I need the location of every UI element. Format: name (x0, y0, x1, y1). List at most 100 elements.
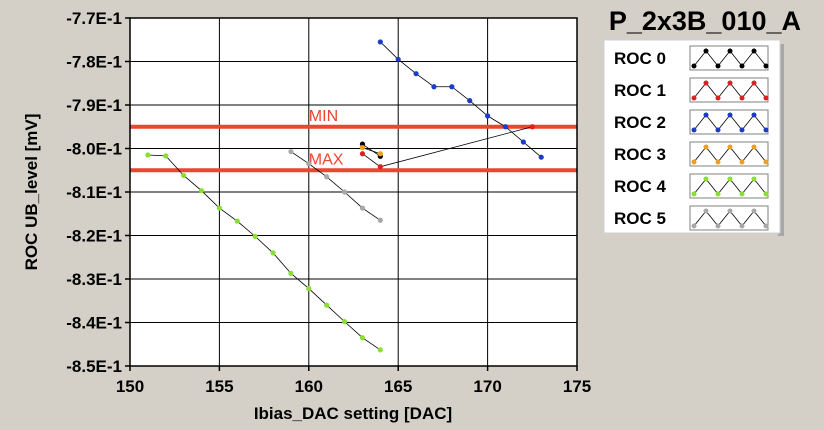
x-tick-label: 150 (116, 377, 144, 396)
x-tick-label: 170 (473, 377, 501, 396)
legend-swatch-marker (751, 144, 757, 150)
legend-swatch-marker (727, 48, 733, 54)
series-1 (359, 124, 535, 170)
legend-swatch-marker (715, 223, 721, 229)
legend-swatch-marker (763, 223, 769, 229)
legend-swatch-marker (763, 191, 769, 197)
data-point (216, 205, 222, 211)
legend-swatch-marker (751, 208, 757, 214)
data-point (145, 152, 151, 158)
legend-swatch-marker (691, 191, 697, 197)
legend: ROC 0 ROC 1 ROC 2 ROC 3 ROC 4 ROC 5 (603, 39, 784, 236)
data-point (288, 148, 294, 155)
limit-label-min: MIN (309, 108, 338, 125)
y-tick-label: -8.4E-1 (66, 314, 122, 333)
data-point (395, 56, 401, 62)
x-tick-label: 175 (563, 377, 591, 396)
legend-item: ROC 0 (614, 45, 769, 71)
x-tick-label: 155 (205, 377, 233, 396)
series-2 (377, 39, 544, 160)
data-point (502, 124, 509, 130)
legend-item: ROC 3 (614, 141, 769, 167)
legend-item: ROC 2 (614, 109, 769, 135)
legend-label: ROC 2 (614, 113, 666, 132)
legend-swatch-marker (715, 95, 721, 101)
y-tick-label: -8.2E-1 (66, 227, 122, 246)
legend-swatch-marker (703, 48, 709, 54)
legend-swatch-marker (727, 176, 733, 182)
data-point (234, 218, 240, 224)
legend-swatch-marker (691, 159, 697, 165)
data-point (359, 151, 366, 157)
limit-lines: MIN MAX (130, 108, 577, 173)
data-point (467, 98, 473, 104)
data-point (377, 151, 383, 157)
legend-swatch-marker (739, 159, 745, 165)
data-point (181, 172, 187, 179)
legend-swatch-marker (739, 127, 745, 133)
data-point (520, 139, 526, 145)
legend-item: ROC 4 (614, 173, 769, 199)
legend-swatch-marker (715, 63, 721, 69)
data-point (359, 335, 366, 341)
legend-label: ROC 4 (614, 177, 667, 196)
y-tick-label: -7.8E-1 (66, 53, 122, 72)
data-point (359, 145, 366, 151)
y-tick-label: -8.0E-1 (66, 140, 122, 159)
legend-swatch-marker (727, 112, 733, 118)
plot-frame (129, 17, 578, 367)
legend-swatch-marker (751, 80, 757, 86)
series-4 (145, 152, 383, 353)
legend-swatch-marker (691, 223, 697, 229)
legend-swatch-marker (715, 127, 721, 133)
y-tick-label: -8.3E-1 (66, 270, 122, 289)
legend-swatch-marker (727, 208, 733, 214)
legend-swatch-marker (703, 176, 709, 182)
legend-box (603, 39, 781, 234)
y-tick-label: -8.1E-1 (66, 183, 122, 202)
series-line (290, 151, 381, 221)
legend-swatch-marker (739, 95, 745, 101)
legend-shadow (778, 44, 784, 236)
legend-swatch-marker (763, 127, 769, 133)
legend-item: ROC 5 (614, 205, 769, 231)
series-line (380, 41, 542, 158)
grid (129, 17, 578, 367)
series-5 (288, 148, 383, 223)
legend-label: ROC 0 (614, 49, 666, 68)
limit-label-max: MAX (309, 151, 344, 168)
data-point (324, 174, 330, 180)
data-point (306, 285, 312, 292)
legend-swatch-marker (691, 95, 697, 101)
series-line (362, 143, 381, 157)
data-point (288, 270, 294, 276)
data-point (341, 189, 348, 195)
legend-swatch-marker (763, 159, 769, 165)
legend-swatch-marker (703, 80, 709, 86)
series-layer (145, 39, 544, 353)
legend-swatch-marker (715, 191, 721, 197)
legend-swatch-marker (703, 144, 709, 150)
series-line (147, 154, 381, 351)
data-point (485, 113, 491, 119)
x-tick-label: 165 (384, 377, 412, 396)
y-axis-title: ROC UB_level [mV] (22, 114, 41, 271)
legend-swatch-marker (703, 208, 709, 214)
x-axis-title: Ibias_DAC setting [DAC] (254, 404, 452, 423)
legend-swatch-marker (751, 176, 757, 182)
data-point (431, 84, 437, 90)
legend-label: ROC 1 (614, 81, 666, 100)
data-point (306, 161, 312, 167)
data-point (377, 347, 383, 353)
y-axis-ticks: -7.7E-1 -7.8E-1 -7.9E-1 -8.0E-1 -8.1E-1 -8.2E… (66, 9, 130, 376)
data-point (341, 319, 348, 325)
legend-swatch-marker (739, 191, 745, 197)
data-point (449, 84, 455, 90)
legend-swatch-marker (727, 144, 733, 150)
data-point (252, 233, 258, 239)
series-3 (359, 145, 383, 157)
legend-swatch-marker (751, 112, 757, 118)
y-tick-label: -7.9E-1 (66, 96, 122, 115)
data-point (413, 71, 419, 77)
